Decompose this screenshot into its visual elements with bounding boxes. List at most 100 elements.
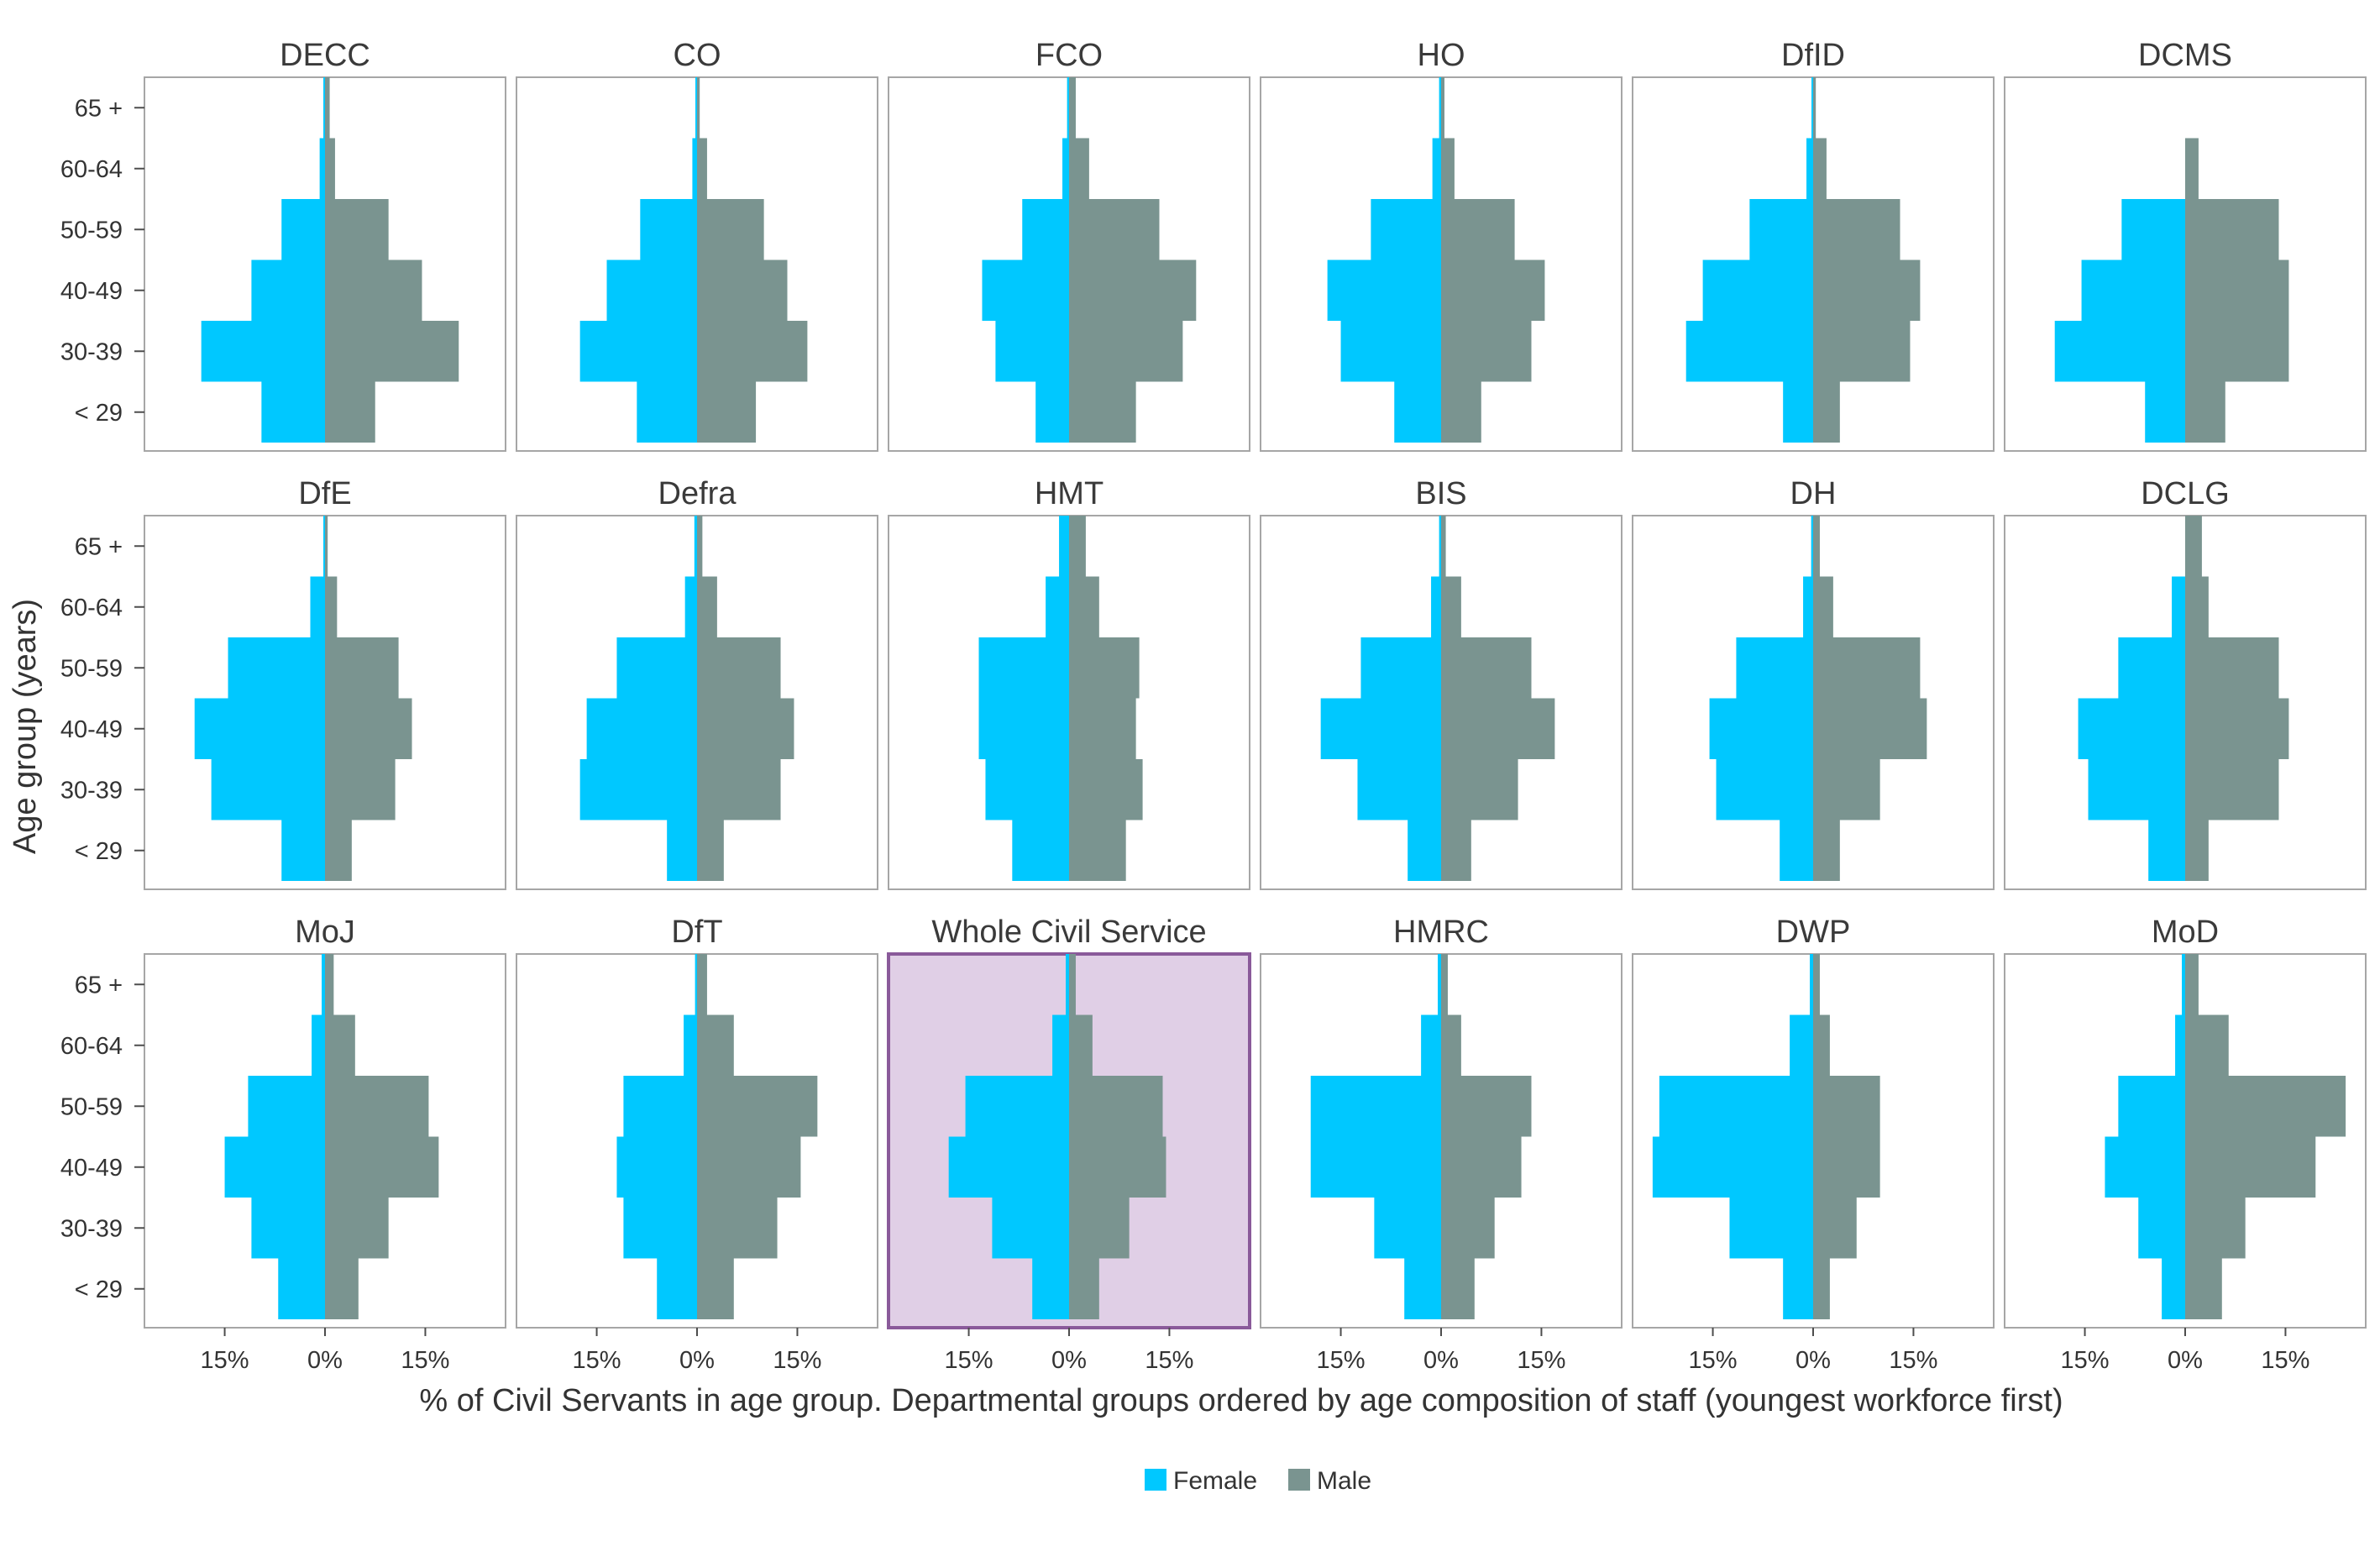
female-bar — [2182, 954, 2185, 1015]
x-axis-title: % of Civil Servants in age group. Depart… — [419, 1383, 2063, 1418]
female-bar — [965, 1076, 1069, 1137]
y-axis-title: Age group (years) — [8, 599, 43, 854]
female-bar — [2088, 759, 2185, 820]
female-bar — [623, 1076, 697, 1137]
female-bar — [1783, 1258, 1813, 1319]
female-bar — [692, 138, 697, 199]
female-bar — [1659, 1076, 1813, 1137]
x-tick-label: 15% — [1317, 1347, 1366, 1374]
panel-title: MoD — [2152, 915, 2219, 950]
y-tick-label: 50-59 — [60, 655, 123, 682]
male-bar — [1069, 1258, 1099, 1319]
legend-label-male: Male — [1317, 1467, 1371, 1495]
male-bar — [1441, 321, 1532, 382]
female-bar — [948, 1136, 1069, 1198]
female-bar — [211, 759, 325, 820]
male-bar — [1813, 637, 1921, 699]
y-tick-label: 50-59 — [60, 217, 123, 244]
female-bar — [684, 576, 697, 637]
panel-dwp: DWP 15% 0% 15% — [1632, 915, 1995, 1374]
male-bar — [2185, 637, 2279, 699]
female-bar — [1066, 954, 1069, 1015]
panel-title: DECC — [280, 38, 370, 73]
male-bar — [325, 954, 334, 1015]
male-bar — [2185, 516, 2202, 577]
y-tick-label: 30-39 — [60, 338, 123, 365]
male-bar — [1441, 138, 1455, 199]
male-bar — [2185, 1258, 2222, 1319]
x-tick-label: 15% — [401, 1347, 449, 1374]
female-bar — [1059, 516, 1069, 577]
female-bar — [1652, 1136, 1813, 1198]
male-bar — [1813, 954, 1820, 1015]
female-bar — [2054, 321, 2185, 382]
female-bar — [978, 698, 1069, 759]
female-bar — [2105, 1136, 2185, 1198]
female-bar — [586, 698, 697, 759]
male-bar — [1069, 820, 1126, 881]
panel-whole-civil-service: Whole Civil Service 15% 0% 15% — [887, 915, 1251, 1374]
male-bar — [325, 1258, 359, 1319]
male-bar — [1441, 1014, 1461, 1076]
female-bar — [1357, 759, 1441, 820]
male-bar — [1441, 759, 1518, 820]
x-tick-label: 15% — [201, 1347, 249, 1374]
male-bar — [697, 77, 700, 139]
male-bar — [2185, 820, 2209, 881]
female-bar — [1685, 321, 1813, 382]
female-bar — [1408, 820, 1441, 881]
female-bar — [1790, 1014, 1813, 1076]
male-bar — [1069, 954, 1076, 1015]
y-tick-label: 40-49 — [60, 716, 123, 743]
male-bar — [1813, 381, 1840, 443]
female-bar — [1702, 259, 1813, 321]
female-bar — [1310, 1076, 1441, 1137]
male-bar — [325, 259, 422, 321]
male-bar — [697, 1014, 734, 1076]
y-tick-label: 65 + — [75, 95, 123, 122]
panel-title: Whole Civil Service — [931, 915, 1206, 950]
male-bar — [1813, 321, 1911, 382]
x-tick-label: 0% — [1051, 1347, 1087, 1374]
female-bar — [1432, 138, 1441, 199]
female-bar — [228, 637, 325, 699]
male-bar — [1441, 1198, 1495, 1259]
panel-dfid: DfID — [1632, 38, 1995, 452]
male-bar — [325, 820, 352, 881]
male-bar — [1813, 698, 1927, 759]
male-bar — [697, 321, 808, 382]
female-bar — [695, 954, 697, 1015]
male-bar — [697, 820, 724, 881]
male-bar — [1441, 516, 1446, 577]
female-bar — [2118, 637, 2185, 699]
male-bar — [1813, 1014, 1830, 1076]
female-bar — [251, 1198, 325, 1259]
male-bar — [1813, 259, 1921, 321]
female-bar — [1046, 576, 1069, 637]
male-bar — [697, 698, 794, 759]
male-bar — [1069, 381, 1136, 443]
female-bar — [1062, 138, 1069, 199]
female-bar — [667, 820, 697, 881]
male-bar — [1069, 199, 1160, 260]
female-bar — [1811, 77, 1813, 139]
female-bar — [1404, 1258, 1441, 1319]
y-tick-label: 60-64 — [60, 156, 123, 183]
legend-swatch-male — [1288, 1469, 1310, 1491]
female-bar — [982, 259, 1069, 321]
panel-decc: DECC < 29 30-39 40-49 50-59 60-64 65 + — [60, 38, 506, 452]
male-bar — [1069, 321, 1183, 382]
female-bar — [248, 1076, 325, 1137]
female-bar — [2078, 698, 2185, 759]
female-bar — [261, 381, 325, 443]
male-bar — [325, 759, 396, 820]
male-bar — [2185, 759, 2279, 820]
legend: Female Male — [1145, 1467, 1371, 1495]
female-bar — [623, 1198, 697, 1259]
male-bar — [325, 516, 328, 577]
female-bar — [1032, 1258, 1069, 1319]
female-bar — [1439, 77, 1441, 139]
male-bar — [325, 1076, 429, 1137]
male-bar — [325, 637, 399, 699]
female-bar — [1783, 381, 1813, 443]
